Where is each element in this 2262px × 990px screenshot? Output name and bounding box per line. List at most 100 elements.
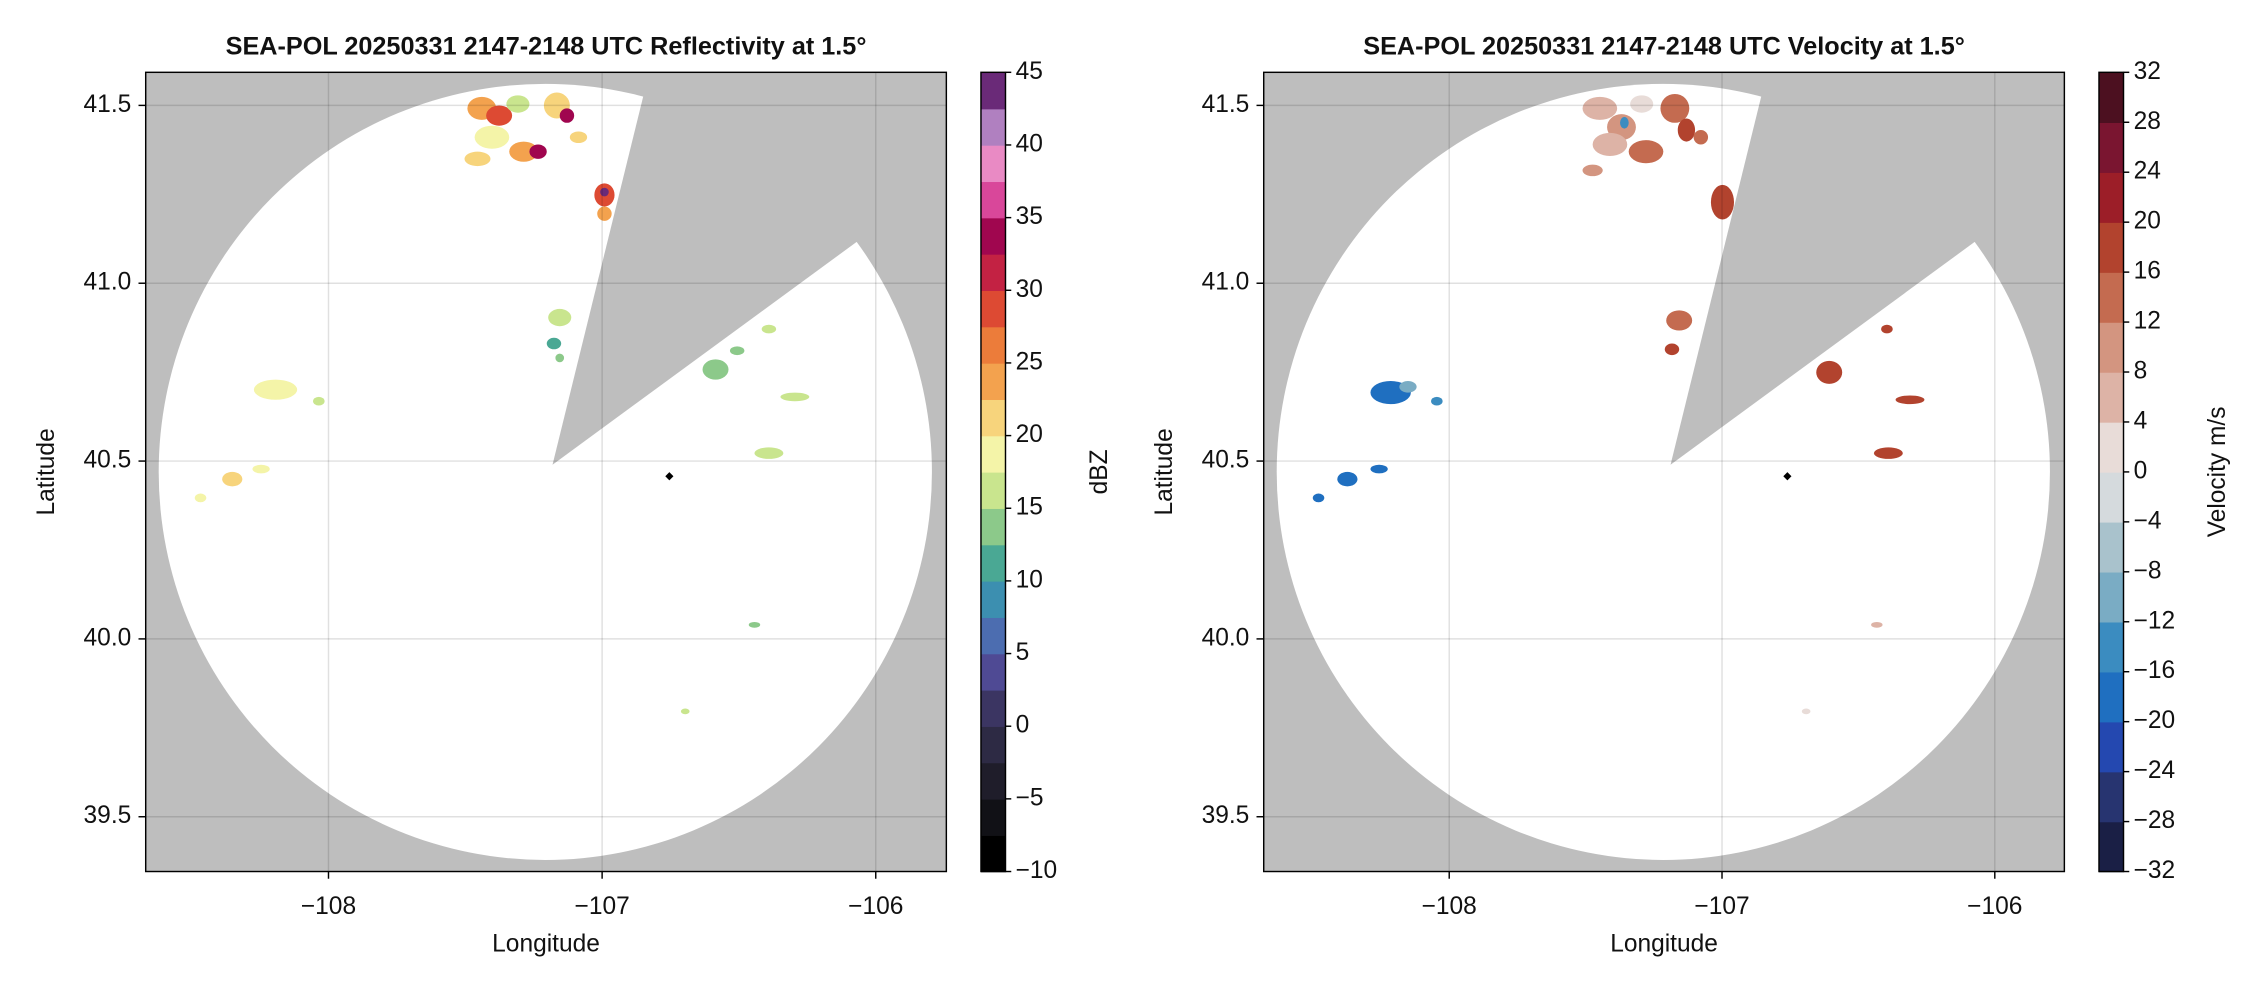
echo <box>1873 447 1903 459</box>
colorbar-segment <box>2098 222 2124 273</box>
echo <box>1816 360 1843 384</box>
y-axis-label: Latitude <box>33 428 60 515</box>
y-axis-label: Latitude <box>1151 428 1178 515</box>
y-tick-label: 39.5 <box>84 802 132 829</box>
echo <box>253 379 298 400</box>
colorbar-segment <box>980 362 1006 400</box>
echo <box>1881 324 1893 334</box>
colorbar-tick-label: −16 <box>2134 657 2176 684</box>
colorbar-segment <box>980 435 1006 473</box>
echo <box>1871 621 1883 628</box>
echo <box>597 206 612 221</box>
colorbar-label: dBZ <box>1086 449 1113 494</box>
colorbar-segment <box>980 617 1006 655</box>
echo <box>555 353 565 363</box>
colorbar-tick-label: −4 <box>2134 507 2162 534</box>
echo <box>1630 95 1654 113</box>
colorbar-segment <box>980 544 1006 582</box>
x-tick-label: −106 <box>848 893 903 920</box>
colorbar-segment <box>980 108 1006 146</box>
colorbar-segment <box>2098 72 2124 123</box>
x-axis-label: Longitude <box>1610 931 1718 958</box>
echo <box>569 131 588 144</box>
echo <box>729 346 745 356</box>
colorbar-tick-label: 4 <box>2134 407 2148 434</box>
colorbar-tick-label: −10 <box>1016 857 1058 884</box>
echo <box>761 324 777 334</box>
colorbar-tick-label: 8 <box>2134 358 2148 385</box>
colorbar-segment <box>2098 721 2124 773</box>
echo <box>1399 381 1417 393</box>
echo <box>1312 493 1325 503</box>
colorbar-tick-label: −32 <box>2134 857 2176 884</box>
echo <box>509 141 539 162</box>
blocked-sector <box>1670 72 2065 465</box>
echo <box>1693 130 1709 145</box>
colorbar-segment <box>980 144 1006 183</box>
colorbar-label: Velocity m/s <box>2204 407 2231 538</box>
colorbar-segment <box>2098 322 2124 373</box>
colorbar-tick-label: 10 <box>1016 566 1043 593</box>
echo <box>1666 310 1693 331</box>
colorbar-tick-label: 12 <box>2134 308 2161 335</box>
colorbar-tick-label: 0 <box>1016 712 1030 739</box>
chart-title: SEA-POL 20250331 2147-2148 UTC Velocity … <box>1363 32 1965 60</box>
echo <box>1801 708 1811 715</box>
colorbar-segment <box>980 835 1006 873</box>
colorbar-segment <box>980 72 1006 110</box>
colorbar-segment <box>2098 571 2124 623</box>
colorbar-tick-label: 25 <box>1016 348 1043 375</box>
echo <box>754 447 784 459</box>
colorbar-segment <box>2098 122 2124 173</box>
echo <box>748 621 761 628</box>
colorbar-tick-label: 20 <box>1016 421 1043 448</box>
colorbar-tick-label: −5 <box>1016 784 1044 811</box>
y-tick-label: 40.5 <box>84 447 132 474</box>
axes-frame <box>144 71 948 873</box>
echo <box>1677 118 1696 142</box>
colorbar-segment <box>980 653 1006 691</box>
echo <box>780 392 810 402</box>
colorbar-tick-label: 45 <box>1016 58 1043 85</box>
y-tick-label: 40.0 <box>1202 624 1250 651</box>
echo <box>559 108 575 123</box>
colorbar-segment <box>980 253 1006 292</box>
echo <box>1592 132 1628 156</box>
colorbar-tick-label: 16 <box>2134 258 2161 285</box>
colorbar-tick-label: 28 <box>2134 108 2161 135</box>
panel: SEA-POL 20250331 2147-2148 UTC Velocity … <box>1151 32 2231 957</box>
colorbar-segment <box>980 290 1006 328</box>
colorbar-tick-label: −28 <box>2134 807 2176 834</box>
echo <box>252 464 270 474</box>
colorbar-frame <box>980 71 1007 873</box>
y-tick-label: 41.0 <box>84 269 132 296</box>
x-tick-label: −107 <box>575 893 630 920</box>
echo <box>600 187 609 197</box>
colorbar-tick-label: −12 <box>2134 607 2176 634</box>
x-tick-label: −107 <box>1694 893 1749 920</box>
colorbar-segment <box>980 508 1006 546</box>
echo <box>506 95 530 113</box>
colorbar-tick-label: 32 <box>2134 58 2161 85</box>
echo <box>1895 395 1925 405</box>
echo <box>1710 184 1735 220</box>
colorbar-segment <box>980 399 1006 437</box>
echo <box>1431 396 1443 406</box>
colorbar-segment <box>2098 621 2124 673</box>
y-tick-label: 41.0 <box>1202 269 1250 296</box>
radar-site <box>1783 472 1792 481</box>
colorbar-segment <box>2098 521 2124 573</box>
y-tick-label: 41.5 <box>84 91 132 118</box>
echo <box>1582 96 1618 120</box>
echo <box>464 151 491 167</box>
radar-site <box>665 472 674 481</box>
colorbar-segment <box>2098 471 2124 523</box>
y-tick-label: 40.5 <box>1202 447 1250 474</box>
echo <box>1664 343 1680 356</box>
colorbar-tick-label: −20 <box>2134 707 2176 734</box>
echo <box>529 144 547 159</box>
colorbar-segment <box>980 762 1006 800</box>
colorbar-tick-label: 24 <box>2134 158 2161 185</box>
echo <box>222 471 243 487</box>
